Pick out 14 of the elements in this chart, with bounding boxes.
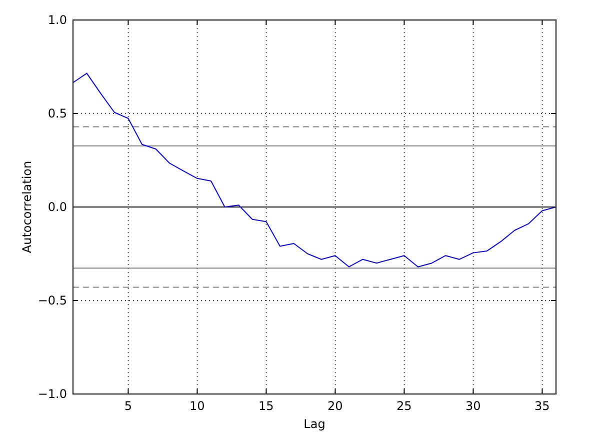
x-tick-label: 15 [258,399,274,413]
x-tick-label: 5 [124,399,132,413]
x-tick-label: 30 [466,399,481,413]
x-tick-label: 10 [190,399,205,413]
y-axis-title: Autocorrelation [20,160,34,254]
y-tick-label: 1.0 [48,13,67,28]
y-tick-label: 0.5 [48,106,67,121]
x-tick-label: 20 [328,399,343,413]
x-axis-title: Lag [304,417,326,431]
x-tick-label: 25 [396,399,412,413]
x-tick-label: 35 [534,399,550,413]
y-tick-label: −0.5 [38,294,67,308]
y-tick-label: 0.0 [48,200,67,214]
y-tick-label: −1.0 [38,387,67,402]
